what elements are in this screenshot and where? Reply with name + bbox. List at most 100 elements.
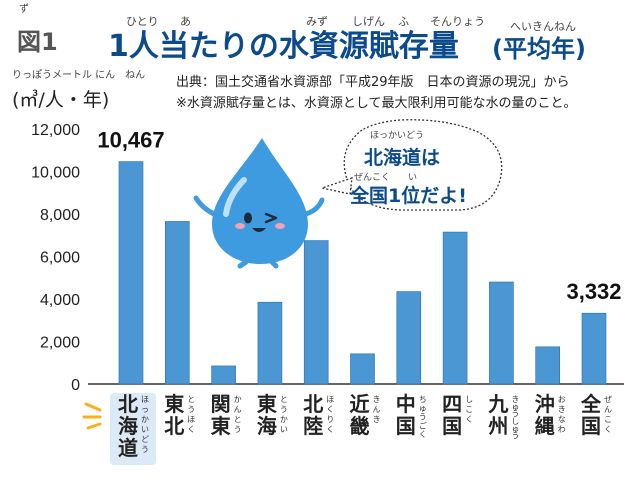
- category-char: 四: [442, 392, 462, 416]
- category-char: 州: [488, 414, 508, 438]
- category-ruby-char: ゅ: [511, 424, 519, 433]
- category-ruby-char: う: [280, 405, 288, 414]
- category-char: 海: [118, 414, 138, 438]
- category-ruby-char: う: [511, 410, 519, 419]
- category-ruby-char: ゅ: [419, 404, 427, 413]
- category-char: 北: [164, 414, 184, 438]
- category-char: 畿: [350, 414, 370, 438]
- figure-label-ruby: ず: [19, 3, 29, 15]
- bar-沖縄: [535, 346, 561, 385]
- bubble-text-2: 全国1位だよ!: [349, 184, 467, 207]
- category-char: 国: [581, 414, 601, 438]
- category-ruby-char: う: [419, 413, 427, 422]
- category-char: 全: [580, 392, 602, 416]
- category-ruby-char: っ: [141, 405, 149, 414]
- bar-関東: [211, 365, 236, 385]
- category-ruby-char: く: [465, 415, 473, 424]
- title-ruby-hitori: ひとり: [126, 15, 159, 28]
- category-char: 国: [396, 414, 416, 438]
- category-char: 北: [303, 392, 323, 416]
- category-ruby-char: く: [604, 425, 612, 434]
- bar-東北: [165, 221, 190, 385]
- category-ruby-char: ぜ: [604, 395, 612, 404]
- source-line-2: ※水資源賦存量とは、水資源として最大限利用可能な水の量のこと。: [176, 96, 577, 111]
- category-ruby-char: ん: [373, 405, 381, 414]
- category-ruby-char: ん: [234, 405, 242, 414]
- highlight-background: [110, 393, 156, 465]
- category-ruby-char: し: [511, 417, 519, 426]
- bubble-ruby-1: ほっかいどう: [370, 130, 424, 141]
- category-char: 中: [396, 392, 416, 416]
- category-ruby-char: い: [141, 425, 149, 434]
- bar-全国: [581, 312, 607, 385]
- category-ruby-char: ど: [141, 435, 149, 444]
- title-ruby-mizu: みず: [306, 15, 328, 28]
- category-label-北海道: 北海道 ほっかいどう: [118, 392, 149, 460]
- category-ruby-char: お: [558, 395, 566, 404]
- unit-label: (㎥/人・年): [12, 89, 109, 111]
- category-ruby-char: と: [187, 395, 195, 404]
- source-line-1: 出典：国土交通省水資源部「平成29年版 日本の資源の現況」から: [176, 74, 570, 90]
- category-ruby-char: い: [280, 425, 288, 434]
- category-labels: 北海道ほっかいどう東北とうほく関東かんとう東海とうかい北陸ほくりく近畿きんき中国…: [118, 392, 612, 460]
- category-ruby-char: ご: [419, 420, 427, 430]
- category-ruby-char: く: [326, 405, 334, 414]
- category-ruby-char: ち: [419, 395, 427, 404]
- chart-title-paren: (平均年): [492, 35, 586, 63]
- bar-近畿: [350, 353, 375, 385]
- title-ruby-shigen: しげん: [352, 15, 385, 28]
- category-ruby-char: く: [187, 425, 195, 434]
- title-ruby-fu: ふ: [398, 15, 409, 28]
- value-label: 3,332: [566, 279, 621, 304]
- bar-北陸: [303, 240, 329, 385]
- category-char: 道: [118, 436, 138, 460]
- bar-東海: [257, 301, 283, 385]
- chart-title: 1人当たりの水資源賦存量: [108, 29, 459, 64]
- category-ruby-char: と: [280, 395, 288, 404]
- y-axis: 0 2,000 4,000 6,000 8,000 10,000 12,000: [31, 122, 80, 394]
- title-ruby-heikinnen: へいきんねん: [510, 20, 576, 33]
- category-label-全国: 全国 ぜんこく: [580, 392, 612, 438]
- category-ruby-char: く: [326, 425, 334, 434]
- bar-中国: [396, 291, 422, 385]
- category-char: 沖: [535, 392, 555, 416]
- bar-九州: [489, 281, 514, 385]
- y-tick-label: 4,000: [40, 292, 80, 309]
- category-ruby-char: こ: [465, 405, 473, 414]
- y-tick-label: 6,000: [40, 250, 80, 267]
- category-ruby-char: き: [373, 395, 381, 404]
- category-ruby-char: ん: [604, 405, 612, 414]
- category-label-四国: 四国 しこく: [442, 392, 473, 438]
- category-ruby-char: き: [511, 395, 519, 404]
- title-ruby-sonryou: そんりょう: [430, 15, 485, 28]
- category-char: 海: [257, 414, 277, 438]
- category-ruby-char: こ: [604, 415, 612, 424]
- category-ruby-char: き: [558, 405, 566, 414]
- category-ruby-char: う: [141, 445, 149, 454]
- category-char: 東: [164, 392, 184, 416]
- sparkle-icon: [82, 402, 102, 430]
- category-ruby-char: く: [419, 430, 427, 439]
- title-ruby-a: あ: [180, 15, 191, 28]
- category-ruby-char: か: [234, 395, 242, 404]
- category-ruby-char: ゅ: [511, 402, 519, 411]
- y-tick-label: 2,000: [40, 335, 80, 352]
- category-char: 近: [350, 392, 370, 416]
- category-ruby-char: ほ: [141, 395, 149, 404]
- category-ruby-char: き: [373, 415, 381, 424]
- value-labels: 10,467 3,332: [97, 128, 621, 305]
- category-ruby-char: し: [465, 395, 473, 404]
- y-tick-label: 0: [71, 377, 80, 394]
- bar-四国: [442, 231, 468, 385]
- bubble-ruby-2: ぜんこく い: [354, 172, 417, 183]
- category-char: 関: [211, 392, 231, 416]
